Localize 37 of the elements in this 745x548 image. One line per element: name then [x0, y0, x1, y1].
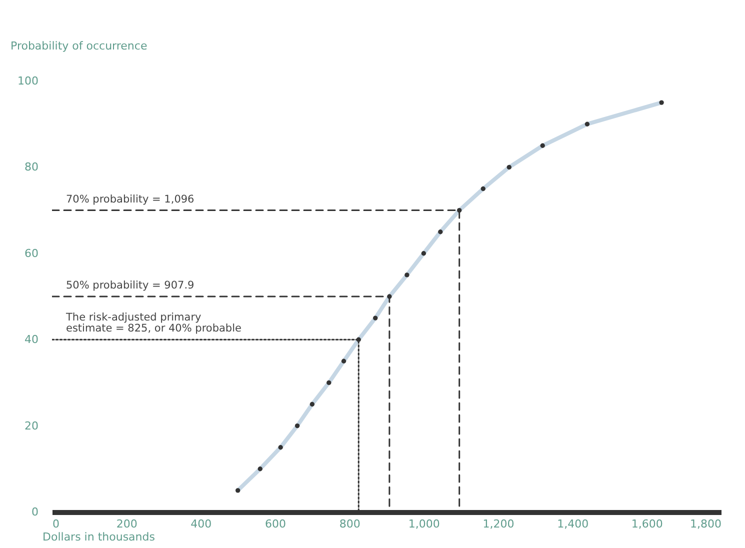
x-tick-label: 1,400	[557, 518, 589, 530]
point	[326, 380, 332, 386]
point	[278, 445, 283, 450]
y-tick-label: 40	[24, 333, 38, 346]
point	[421, 251, 426, 256]
point	[341, 358, 346, 364]
x-tick-label: 1,200	[482, 518, 514, 530]
point	[235, 488, 240, 493]
x-tick-label: 1,800	[690, 518, 722, 530]
point	[480, 186, 486, 192]
point	[310, 402, 315, 407]
point	[659, 100, 664, 105]
annotation: 50% probability = 907.9	[66, 280, 194, 292]
annotation: The risk-adjusted primary estimate = 825, or 40% probable	[65, 312, 242, 335]
y-tick-label: 0	[32, 506, 38, 518]
y-tick-label: 60	[24, 246, 38, 260]
point	[294, 423, 300, 428]
y-tick-label: 20	[24, 419, 38, 432]
x-tick-label: 1,600	[631, 518, 663, 530]
point	[540, 143, 545, 148]
x-tick-label: 0	[52, 518, 60, 530]
x-tick-label: 800	[339, 518, 360, 530]
point	[404, 272, 410, 278]
x-tick-label: 400	[190, 518, 212, 530]
x-tick-label: 600	[265, 518, 286, 530]
point	[258, 466, 262, 472]
x-tick-label: 200	[116, 518, 138, 530]
y-tick-label: 100	[18, 74, 38, 88]
point	[506, 164, 512, 170]
y-tick-label: 80	[24, 160, 38, 174]
point	[373, 316, 378, 320]
point	[438, 230, 443, 234]
y-axis-title: Probability of occurrence	[10, 40, 148, 52]
point	[584, 122, 590, 126]
x-axis-title: Dollars in thousands	[42, 530, 156, 544]
x-tick-label: 1,000	[408, 518, 440, 530]
annotation: 70% probability = 1,096	[66, 193, 195, 206]
